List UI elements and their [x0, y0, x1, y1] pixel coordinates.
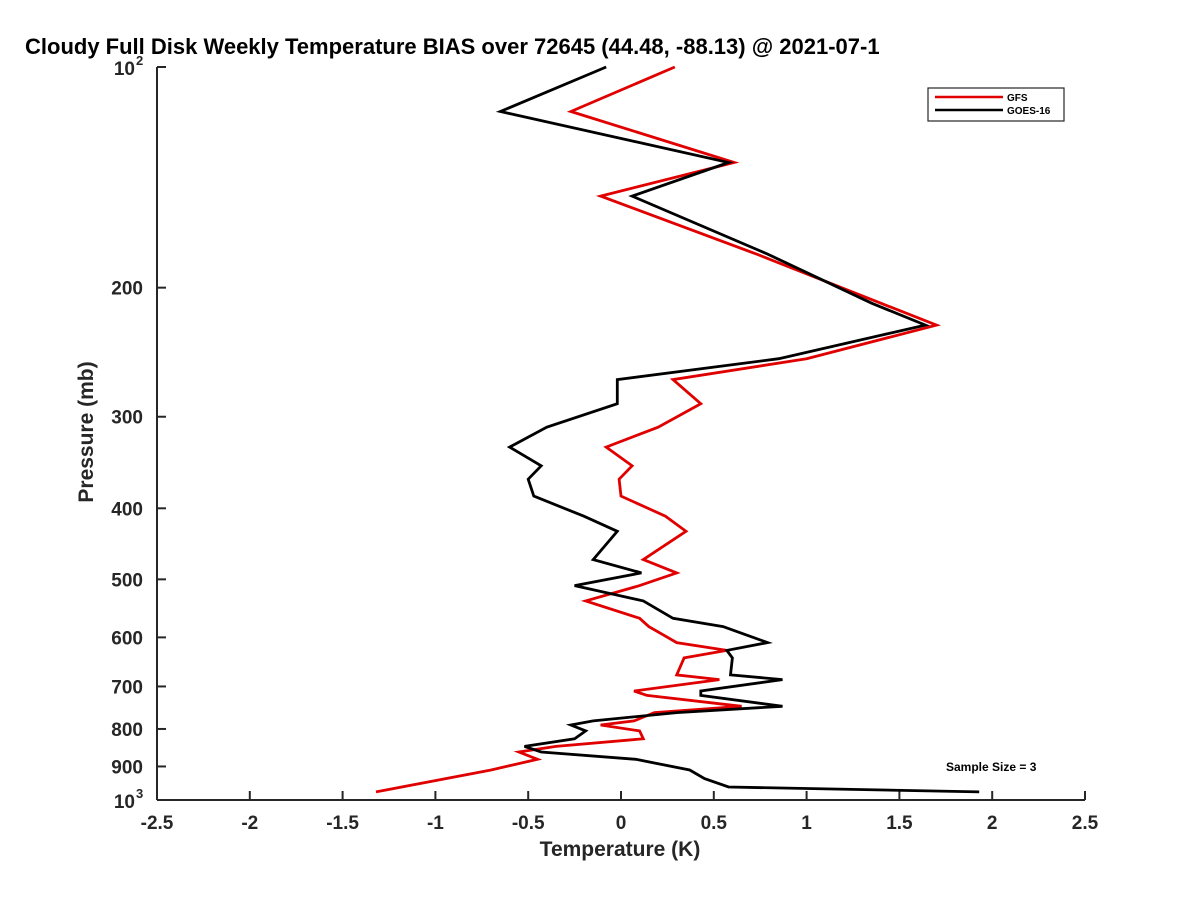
x-tick-label: -2.5 — [141, 813, 174, 834]
x-tick-label: 0 — [616, 813, 627, 834]
axes — [156, 67, 1085, 801]
x-tick-label: 0.5 — [701, 813, 728, 834]
y-tick-label: 700 — [111, 677, 143, 698]
y-tick-label: 10 — [114, 792, 135, 813]
y-tick-label: 300 — [111, 408, 143, 429]
series-line-gfs — [375, 65, 942, 794]
series-lines — [375, 65, 980, 794]
x-tick-label: -0.5 — [512, 813, 545, 834]
y-tick-label: 800 — [111, 720, 143, 741]
y-tick-label: 500 — [111, 570, 143, 591]
y-tick-label: 600 — [111, 628, 143, 649]
x-tick-label: 1 — [801, 813, 812, 834]
y-tick-label: 900 — [111, 757, 143, 778]
y-tick-label: 10 — [114, 59, 135, 80]
x-tick-label: -1.5 — [326, 813, 359, 834]
y-axis-label: Pressure (mb) — [75, 361, 98, 502]
x-ticks: -2.5 -2 -1.5 -1 -0.5 0 0.5 1 1.5 2 2.5 — [141, 791, 1099, 834]
x-tick-label: 2 — [987, 813, 998, 834]
y-tick-exponent: 3 — [136, 786, 143, 801]
x-tick-label: 1.5 — [886, 813, 913, 834]
y-tick-label: 400 — [111, 499, 143, 520]
legend: GFS GOES-16 — [927, 87, 1065, 122]
x-tick-label: 2.5 — [1072, 813, 1099, 834]
legend-goes16-label: GOES-16 — [1007, 106, 1051, 117]
y-tick-label: 200 — [111, 279, 143, 300]
legend-box — [927, 87, 1065, 122]
chart-title: Cloudy Full Disk Weekly Temperature BIAS… — [25, 34, 880, 59]
legend-gfs-label: GFS — [1007, 93, 1028, 104]
series-line-goes16 — [495, 65, 980, 794]
x-tick-label: -1 — [427, 813, 444, 834]
sample-size-annotation: Sample Size = 3 — [946, 760, 1037, 774]
y-tick-exponent: 2 — [136, 53, 143, 68]
x-tick-label: -2 — [241, 813, 258, 834]
x-axis-label: Temperature (K) — [540, 838, 701, 861]
